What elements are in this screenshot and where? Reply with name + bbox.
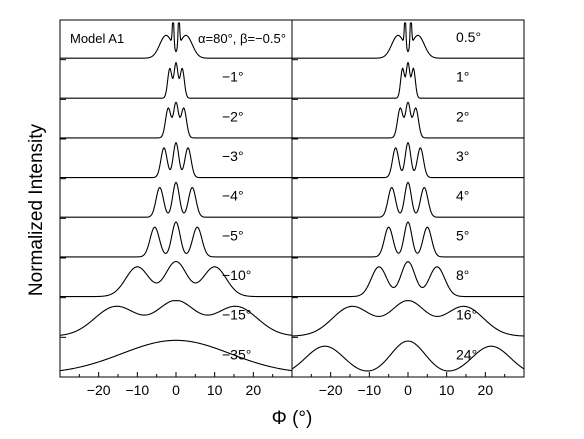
trace-line: [60, 141, 292, 179]
x-tick-label: 0: [404, 382, 412, 398]
trace-line: [292, 261, 524, 298]
trace-line: [291, 300, 525, 337]
trace-label: −5°: [222, 227, 244, 243]
trace-line: [292, 101, 524, 139]
trace-label: 0.5°: [456, 29, 481, 45]
trace-line: [292, 61, 524, 99]
trace-label: 4°: [456, 188, 469, 204]
trace-line: [292, 141, 524, 179]
trace-line: [60, 221, 292, 258]
trace-label: −1°: [222, 69, 244, 85]
model-label: Model A1: [70, 31, 124, 46]
panels-group: −20 −10 0 10 20 −1° −2° −3° −4° −5° −10° −15° −35° Mo…: [59, 19, 525, 398]
x-tick-label: −10: [125, 382, 149, 398]
y-axis-label: Normalized Intensity: [26, 123, 47, 296]
trace-line: [292, 221, 524, 258]
trace-label: −4°: [222, 188, 244, 204]
trace-line: [292, 181, 524, 218]
trace-label: 3°: [456, 148, 469, 164]
x-tick-label: 20: [246, 382, 262, 398]
trace-label: −15°: [222, 307, 251, 323]
trace-label: 1°: [456, 69, 469, 85]
x-tick-label: 0: [172, 382, 180, 398]
x-tick-label: −10: [357, 382, 381, 398]
trace-line: [60, 260, 292, 298]
trace-line: [60, 101, 292, 139]
x-tick-label: −20: [319, 382, 343, 398]
trace-line: [60, 22, 292, 59]
x-tick-label: 10: [207, 382, 223, 398]
trace-label: −35°: [222, 346, 251, 362]
trace-label: −3°: [222, 148, 244, 164]
trace-label: 5°: [456, 227, 469, 243]
trace-line: [59, 300, 293, 336]
trace-line: [60, 61, 292, 99]
trace-line: [59, 339, 293, 372]
trace-label: 2°: [456, 108, 469, 124]
trace-label: −10°: [222, 267, 251, 283]
x-tick-label: 10: [439, 382, 455, 398]
trace-label: 16°: [456, 307, 477, 323]
trace-line: [291, 340, 525, 372]
params-label: α=80°, β=−0.5°: [198, 31, 286, 46]
x-axis-label: Φ (°): [272, 408, 313, 429]
trace-label: 8°: [456, 267, 469, 283]
trace-line: [292, 22, 524, 59]
x-tick-label: 20: [478, 382, 494, 398]
trace-label: −2°: [222, 108, 244, 124]
trace-label: 24°: [456, 346, 477, 362]
trace-line: [60, 181, 292, 218]
x-tick-label: −20: [87, 382, 111, 398]
panel-frame: [59, 19, 293, 378]
